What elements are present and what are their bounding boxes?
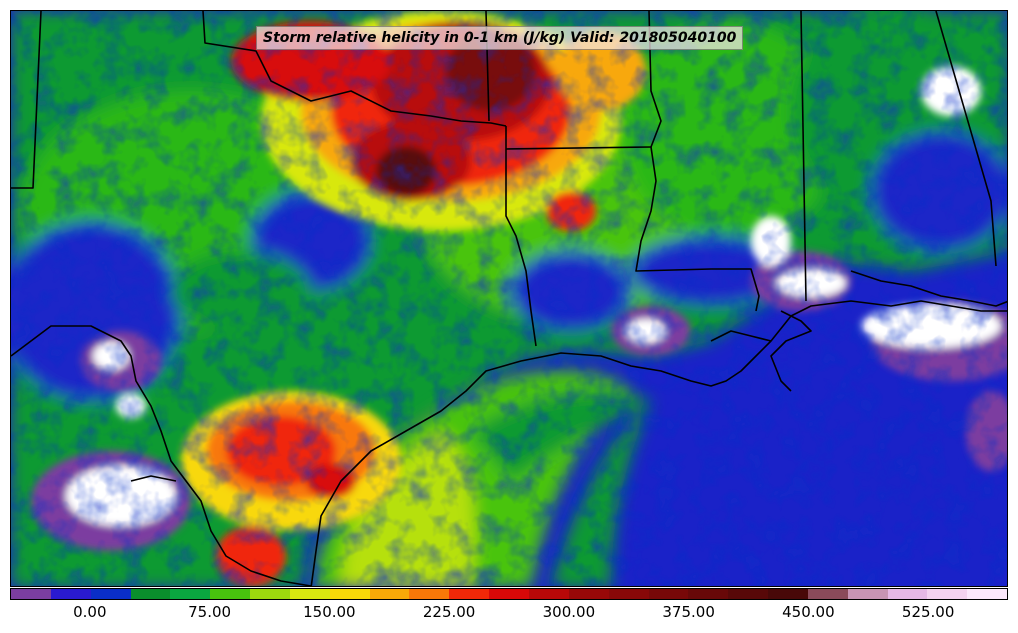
colorbar-tick-label: 375.00 (662, 603, 715, 621)
colorbar-segment (369, 589, 410, 599)
colorbar-segment (807, 589, 848, 599)
colorbar-segment (927, 589, 968, 599)
colorbar-segment (489, 589, 529, 599)
colorbar-segment (608, 589, 649, 599)
colorbar (10, 588, 1008, 600)
helicity-map (11, 11, 1007, 586)
colorbar-segment (688, 589, 729, 599)
colorbar-segment (130, 589, 171, 599)
colorbar-segment (50, 589, 91, 599)
colorbar-segment (528, 589, 569, 599)
colorbar-tick-label: 525.00 (901, 603, 955, 621)
colorbar-tick-label: 150.00 (303, 603, 356, 621)
state-borders (11, 11, 997, 586)
colorbar-tick-label: 0.00 (73, 603, 107, 621)
colorbar-segment (887, 589, 928, 599)
map-frame: Storm relative helicity in 0-1 km (J/kg)… (10, 10, 1008, 587)
colorbar-segment (568, 589, 609, 599)
field-texture (11, 11, 1007, 586)
colorbar-segment (170, 589, 211, 599)
colorbar-segment (728, 589, 769, 599)
colorbar-segment (409, 589, 450, 599)
colorbar-segment (289, 589, 330, 599)
colorbar-segment (250, 589, 290, 599)
colorbar-segment (847, 589, 888, 599)
colorbar-segment (11, 589, 51, 599)
colorbar-segment (648, 589, 689, 599)
coastline (310, 270, 1007, 586)
colorbar-segment (329, 589, 370, 599)
map-title: Storm relative helicity in 0-1 km (J/kg)… (256, 26, 744, 50)
colorbar-tick-label: 75.00 (188, 603, 232, 621)
colorbar-tick-label: 450.00 (782, 603, 835, 621)
colorbar-segment (449, 589, 490, 599)
colorbar-segment (90, 589, 131, 599)
colorbar-segment (210, 589, 251, 599)
colorbar-tick-labels: 0.00 75.00 150.00 225.00 300.00 375.00 450.00 5… (10, 600, 1008, 630)
colorbar-segment (967, 589, 1008, 599)
colorbar-tick-label: 300.00 (542, 603, 596, 621)
colorbar-segment (768, 589, 808, 599)
colorbar-tick-label: 225.00 (422, 603, 476, 621)
